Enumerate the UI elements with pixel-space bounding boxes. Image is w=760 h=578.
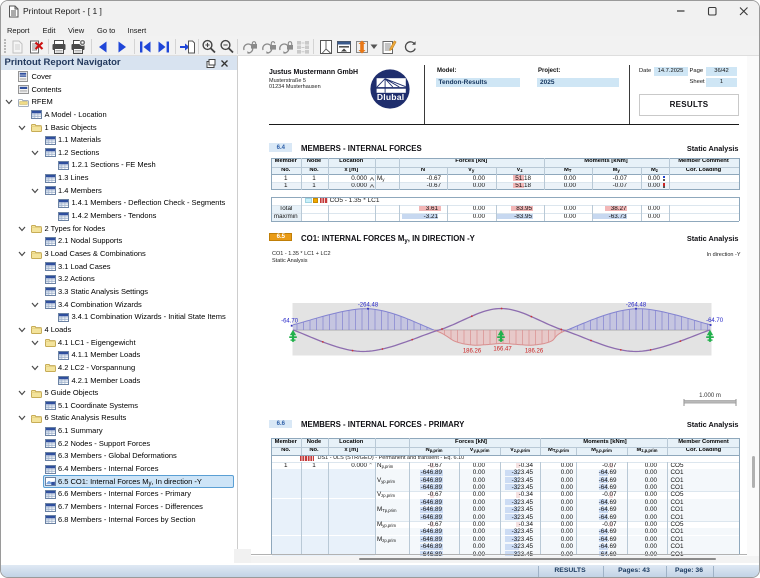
svg-text:186.26: 186.26: [525, 349, 544, 355]
svg-text:Dlubal: Dlubal: [377, 92, 404, 102]
svg-text:186.26: 186.26: [463, 349, 482, 355]
svg-text:-64.70: -64.70: [706, 318, 724, 324]
svg-text:166.47: 166.47: [493, 346, 512, 352]
svg-text:-264.48: -264.48: [358, 303, 379, 309]
svg-text:1.000 m: 1.000 m: [699, 393, 721, 399]
svg-text:-264.48: -264.48: [626, 303, 647, 309]
svg-text:-64.70: -64.70: [281, 319, 299, 325]
